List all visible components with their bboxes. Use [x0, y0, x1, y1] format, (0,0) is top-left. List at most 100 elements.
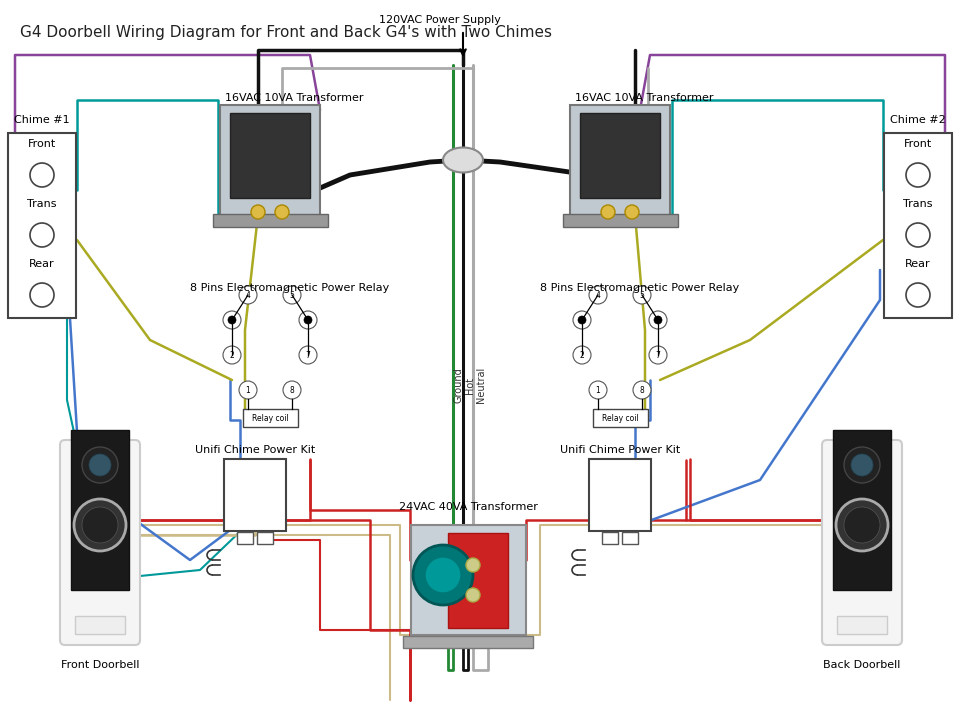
- Text: Neutral: Neutral: [476, 367, 486, 403]
- Text: 4: 4: [246, 290, 251, 300]
- Text: 6: 6: [656, 315, 660, 325]
- Text: 5: 5: [290, 290, 295, 300]
- Text: 3: 3: [229, 315, 234, 325]
- Circle shape: [283, 286, 301, 304]
- Circle shape: [625, 205, 639, 219]
- Circle shape: [906, 283, 930, 307]
- Bar: [75, 616, 125, 634]
- Circle shape: [573, 311, 591, 329]
- Bar: [448, 533, 508, 628]
- Bar: [622, 532, 638, 544]
- Circle shape: [82, 447, 118, 483]
- Bar: [837, 616, 887, 634]
- Circle shape: [239, 286, 257, 304]
- Circle shape: [30, 223, 54, 247]
- Circle shape: [466, 558, 480, 572]
- Circle shape: [844, 447, 880, 483]
- Circle shape: [836, 499, 888, 551]
- Circle shape: [251, 205, 265, 219]
- Bar: [220, 105, 320, 225]
- Text: 6: 6: [305, 315, 310, 325]
- Text: 3: 3: [580, 315, 585, 325]
- Text: 1: 1: [246, 385, 251, 395]
- Circle shape: [223, 346, 241, 364]
- Circle shape: [283, 381, 301, 399]
- Circle shape: [466, 588, 480, 602]
- Text: Relay coil: Relay coil: [602, 413, 638, 423]
- Bar: [884, 132, 952, 318]
- Circle shape: [589, 286, 607, 304]
- Circle shape: [601, 205, 615, 219]
- Text: 2: 2: [580, 351, 585, 359]
- Text: Chime #1: Chime #1: [14, 115, 70, 125]
- Circle shape: [223, 311, 241, 329]
- Text: Hot: Hot: [465, 377, 475, 394]
- FancyBboxPatch shape: [822, 440, 902, 645]
- Text: Front: Front: [28, 139, 56, 149]
- Circle shape: [275, 205, 289, 219]
- Bar: [563, 214, 678, 227]
- Circle shape: [239, 381, 257, 399]
- Text: Ground: Ground: [454, 367, 464, 403]
- Text: Back Doorbell: Back Doorbell: [824, 660, 900, 670]
- Text: 8 Pins Electromagnetic Power Relay: 8 Pins Electromagnetic Power Relay: [540, 283, 739, 293]
- Text: 120VAC Power Supply: 120VAC Power Supply: [379, 15, 501, 25]
- Bar: [570, 105, 670, 225]
- Text: 7: 7: [305, 351, 310, 359]
- Circle shape: [299, 311, 317, 329]
- Circle shape: [906, 223, 930, 247]
- Bar: [589, 459, 651, 531]
- Bar: [257, 532, 273, 544]
- Bar: [592, 409, 647, 427]
- Circle shape: [906, 163, 930, 187]
- Circle shape: [589, 381, 607, 399]
- Circle shape: [649, 346, 667, 364]
- Circle shape: [851, 454, 873, 476]
- Text: 24VAC 40VA Transformer: 24VAC 40VA Transformer: [398, 502, 538, 512]
- Circle shape: [30, 283, 54, 307]
- Ellipse shape: [443, 148, 483, 173]
- Bar: [224, 459, 286, 531]
- Bar: [212, 214, 327, 227]
- Circle shape: [82, 507, 118, 543]
- Circle shape: [633, 286, 651, 304]
- Bar: [243, 409, 298, 427]
- Bar: [8, 132, 76, 318]
- Bar: [411, 525, 525, 635]
- Text: Front: Front: [904, 139, 932, 149]
- Text: Relay coil: Relay coil: [252, 413, 288, 423]
- Text: Rear: Rear: [29, 259, 55, 269]
- Circle shape: [304, 316, 312, 324]
- Text: 16VAC 10VA Transformer: 16VAC 10VA Transformer: [225, 93, 364, 103]
- Text: 5: 5: [639, 290, 644, 300]
- Bar: [580, 112, 660, 197]
- Circle shape: [89, 454, 111, 476]
- Circle shape: [578, 316, 586, 324]
- Bar: [403, 636, 533, 648]
- Bar: [71, 430, 129, 590]
- Circle shape: [844, 507, 880, 543]
- FancyBboxPatch shape: [60, 440, 140, 645]
- Text: G4 Doorbell Wiring Diagram for Front and Back G4's with Two Chimes: G4 Doorbell Wiring Diagram for Front and…: [20, 25, 552, 40]
- Text: 2: 2: [229, 351, 234, 359]
- Bar: [602, 532, 618, 544]
- Text: Front Doorbell: Front Doorbell: [60, 660, 139, 670]
- Bar: [237, 532, 253, 544]
- Bar: [230, 112, 310, 197]
- Circle shape: [654, 316, 662, 324]
- Circle shape: [413, 545, 473, 605]
- Text: Trans: Trans: [27, 199, 57, 209]
- Text: 1: 1: [595, 385, 600, 395]
- Text: Chime #2: Chime #2: [890, 115, 946, 125]
- Circle shape: [74, 499, 126, 551]
- Bar: [833, 430, 891, 590]
- Text: Unifi Chime Power Kit: Unifi Chime Power Kit: [195, 445, 315, 455]
- Text: Unifi Chime Power Kit: Unifi Chime Power Kit: [560, 445, 680, 455]
- Text: 7: 7: [656, 351, 660, 359]
- Circle shape: [633, 381, 651, 399]
- Text: Trans: Trans: [903, 199, 933, 209]
- Text: 8: 8: [290, 385, 295, 395]
- Text: 4: 4: [595, 290, 600, 300]
- Circle shape: [299, 346, 317, 364]
- Circle shape: [573, 346, 591, 364]
